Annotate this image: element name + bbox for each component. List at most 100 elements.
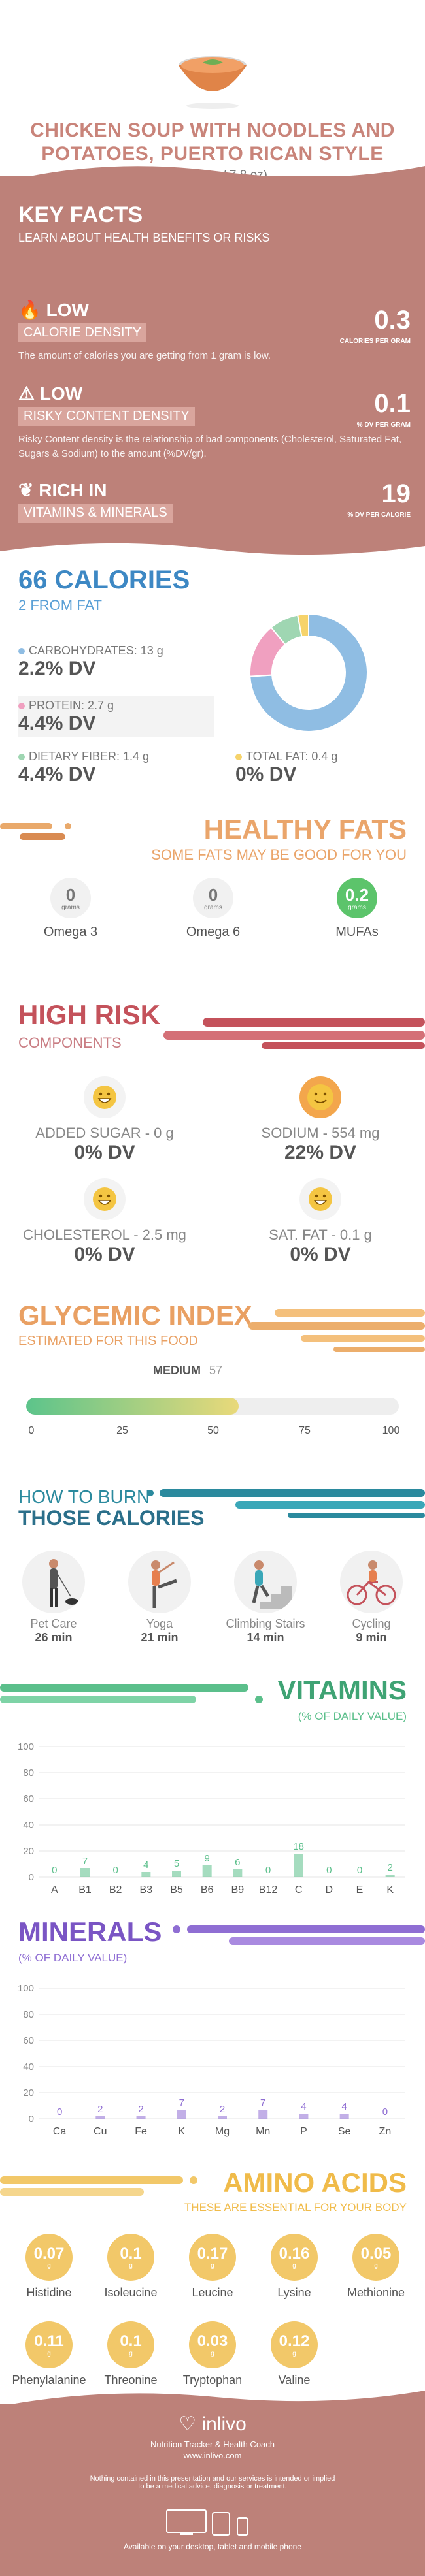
amino-value: 0.03 [197,2332,228,2350]
activity-yoga: Yoga 21 min [114,1551,205,1645]
fact-level: LOW [39,383,83,404]
title-line-2: POTATOES, PUERTO RICAN STYLE [41,143,384,165]
key-facts-section: KEY FACTS LEARN ABOUT HEALTH BENEFITS OR… [0,176,425,542]
amino-threonine: 0.1 g Threonine [88,2321,173,2387]
devices-icon [166,2509,248,2536]
bar-value-label: 2 [138,2104,143,2115]
bar-K [177,2110,186,2119]
bar-value-label: 5 [174,1858,179,1869]
bar-value-label: 0 [265,1865,271,1876]
bar-value-label: 7 [82,1856,88,1867]
platforms-note: Available on your desktop, tablet and mo… [124,2542,301,2551]
decor-bars [147,1489,425,1518]
y-tick-label: 80 [23,1767,34,1779]
activity-name: Climbing Stairs [226,1617,305,1630]
minerals-bar-chart: 100 80 60 40 20 0 0 Ca 2 Cu 2 Fe 7 K 2 Mg 7 Mn 4 P 4 Se 0 Zn [18,1983,405,2137]
amino-lysine: 0.16 g Lysine [252,2234,337,2300]
fact-unit: % DV PER GRAM [356,421,411,428]
x-category-label: D [326,1884,333,1895]
amino-unit: g [129,2262,133,2270]
risk-value: 0% DV [74,1142,135,1163]
smile-face-icon [299,1076,341,1118]
fact-level: LOW [46,300,89,320]
stairs-icon [234,1551,297,1613]
amino-unit: g [211,2262,214,2270]
bar-value-label: 0 [57,2106,62,2117]
bar-Mg [218,2116,227,2119]
x-category-label: Se [338,2126,351,2137]
amino-valine: 0.12 g Valine [252,2321,337,2387]
x-category-label: B2 [109,1884,122,1895]
bar-P [299,2114,309,2119]
fat-value: 0 [65,884,76,905]
bicycle-icon [340,1551,403,1613]
fat-dot [235,754,242,760]
fact-value: 0.3 [374,306,411,334]
brand-url[interactable]: www.inlivo.com [183,2451,242,2460]
leaf-icon: ❦ [18,480,34,500]
title-line-1: CHICKEN SOUP WITH NOODLES AND [30,120,395,141]
yoga-icon [128,1551,191,1613]
amino-phenylalanine: 0.11 g Phenylalanine [7,2321,92,2387]
activity-minutes: 14 min [246,1631,284,1644]
bar-value-label: 2 [387,1862,392,1873]
x-category-label: K [386,1884,394,1895]
activity-pet-care: Pet Care 26 min [8,1551,99,1645]
risk-added-sugar: ADDED SUGAR - 0 g 0% DV [7,1076,203,1164]
x-category-label: Zn [379,2126,392,2137]
fact-unit: % DV PER CALORIE [347,511,411,519]
risk-label: SAT. FAT - 0.1 g [269,1227,372,1243]
healthy-fats-title: HEALTHY FATS [203,814,407,845]
bar-value-label: 0 [52,1865,57,1876]
protein-dot [18,703,25,709]
activity-minutes: 21 min [141,1631,178,1644]
macro-donut-chart [249,613,368,732]
amino-name: Isoleucine [104,2286,158,2299]
gi-tick: 100 [382,1425,400,1436]
gi-tick: 25 [116,1425,128,1436]
x-category-label: B5 [170,1884,183,1895]
brand-logo[interactable]: ♡ inlivo [0,2413,425,2436]
burn-title-1: HOW TO BURN [18,1487,150,1507]
x-category-label: Ca [53,2126,67,2137]
amino-name: Methionine [347,2286,405,2299]
macro-value: 0% DV [235,764,297,785]
wave-divider [0,166,425,183]
amino-isoleucine: 0.1 g Isoleucine [88,2234,173,2300]
bar-Mn [258,2110,268,2119]
bar-value-label: 2 [97,2104,103,2115]
amino-name: Leucine [192,2286,233,2299]
y-tick-label: 0 [29,2114,34,2125]
macro-label: CARBOHYDRATES: 13 g [29,644,163,657]
amino-tryptophan: 0.03 g Tryptophan [170,2321,255,2387]
fact-level: RICH IN [39,480,107,500]
bar-value-label: 7 [260,2097,265,2108]
fat-omega3: 0 grams Omega 3 [25,878,116,940]
gi-tick: 50 [207,1425,219,1436]
minerals-title: MINERALS [18,1916,162,1947]
y-tick-label: 100 [18,1741,34,1752]
bar-value-label: 0 [112,1865,118,1876]
amino-name: Threonine [104,2374,158,2387]
glycemic-subtitle: ESTIMATED FOR THIS FOOD [18,1334,198,1348]
x-category-label: K [178,2126,185,2137]
fat-mufas: 0.2 grams MUFAs [311,878,403,940]
amino-value: 0.05 [360,2244,392,2262]
fat-omega6: 0 grams Omega 6 [167,878,259,940]
footer: ♡ inlivo Nutrition Tracker & Health Coac… [0,2404,425,2576]
fact-label: RISKY CONTENT DENSITY [18,407,195,426]
y-tick-label: 40 [23,1820,34,1831]
fact-description: Risky Content density is the relationshi… [18,434,402,459]
glycemic-title: GLYCEMIC INDEX [18,1300,252,1330]
disclaimer-line-2: to be a medical advice, diagnosis or tre… [138,2483,287,2490]
amino-histidine: 0.07 g Histidine [7,2234,92,2300]
gi-tick: 75 [299,1425,311,1436]
amino-value: 0.16 [279,2244,310,2262]
macro-protein: PROTEIN: 2.7 g 4.4% DV [18,696,214,737]
heart-icon: ♡ [178,2413,197,2435]
amino-name: Tryptophan [182,2374,243,2387]
macro-fat: TOTAL FAT: 0.4 g 0% DV [235,750,337,786]
bar-Cu [95,2116,105,2119]
pet-care-icon [22,1551,85,1613]
y-tick-label: 80 [23,2009,34,2020]
